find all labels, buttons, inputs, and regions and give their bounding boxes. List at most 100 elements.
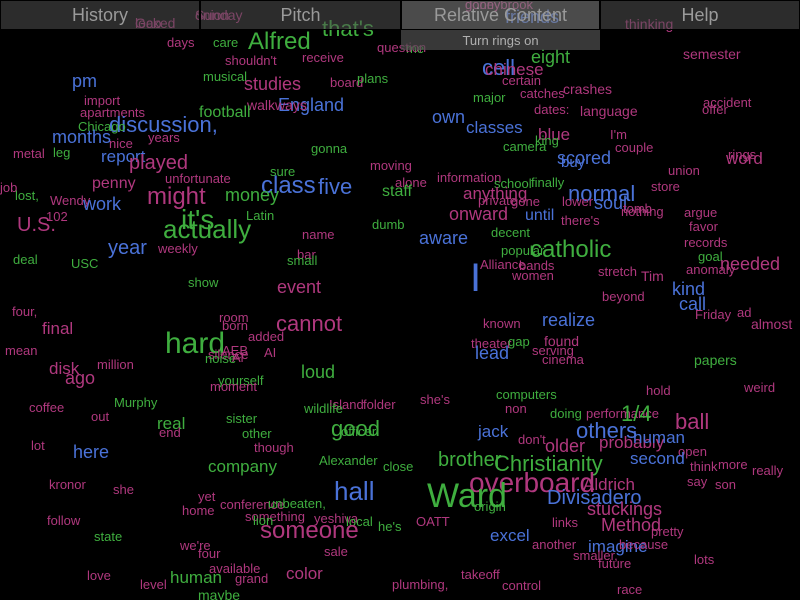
cloud-word[interactable]: almost bbox=[751, 316, 793, 332]
cloud-word[interactable]: found bbox=[544, 333, 580, 349]
cloud-word[interactable]: follow bbox=[47, 513, 81, 528]
cloud-word[interactable]: cinema bbox=[542, 352, 584, 367]
cloud-word[interactable]: 1/4 bbox=[621, 401, 652, 426]
cloud-word[interactable]: she bbox=[113, 482, 134, 497]
cloud-word[interactable]: football bbox=[199, 104, 251, 121]
cloud-word[interactable]: yourself bbox=[218, 373, 264, 388]
cloud-word[interactable]: eight bbox=[531, 47, 571, 67]
cloud-word[interactable]: grand bbox=[235, 571, 269, 586]
cloud-word[interactable]: Friday bbox=[695, 307, 732, 322]
cloud-word[interactable]: classes bbox=[466, 118, 523, 137]
cloud-word[interactable]: Island bbox=[329, 397, 364, 412]
cloud-word[interactable]: argue bbox=[684, 205, 718, 220]
cloud-word[interactable]: kind bbox=[672, 279, 706, 299]
cloud-word[interactable]: jack bbox=[478, 422, 509, 441]
cloud-word[interactable]: silence bbox=[208, 347, 249, 362]
cloud-word[interactable]: favor bbox=[689, 219, 718, 234]
cloud-word[interactable]: England bbox=[278, 95, 345, 115]
cloud-word[interactable]: real bbox=[157, 414, 186, 433]
cloud-word[interactable]: end bbox=[159, 425, 181, 440]
cloud-word[interactable]: bands bbox=[519, 258, 555, 273]
cloud-word[interactable]: noise bbox=[205, 351, 237, 366]
cloud-word[interactable]: finally bbox=[531, 175, 565, 190]
cloud-word[interactable]: discussion, bbox=[109, 112, 218, 137]
cloud-word[interactable]: call bbox=[679, 294, 707, 314]
cloud-word[interactable]: until bbox=[525, 207, 555, 224]
cloud-word[interactable]: Method bbox=[601, 515, 662, 535]
cloud-word[interactable]: lower bbox=[562, 194, 594, 209]
cloud-word[interactable]: coffee bbox=[29, 400, 65, 415]
cloud-word[interactable]: born bbox=[222, 318, 249, 333]
cloud-word[interactable]: year bbox=[108, 237, 147, 259]
cloud-word[interactable]: four bbox=[198, 546, 221, 561]
cloud-word[interactable]: added bbox=[248, 329, 285, 344]
cloud-word[interactable]: AI bbox=[264, 345, 277, 360]
cloud-word[interactable]: leg bbox=[53, 145, 71, 160]
cloud-word[interactable]: really bbox=[752, 463, 784, 478]
cloud-word[interactable]: board bbox=[330, 75, 364, 90]
cloud-word[interactable]: word bbox=[726, 149, 763, 168]
cloud-word[interactable]: name bbox=[302, 227, 335, 242]
cloud-word[interactable]: here bbox=[73, 442, 110, 462]
cloud-word[interactable]: import bbox=[84, 93, 121, 108]
cloud-word[interactable]: beyond bbox=[602, 289, 645, 304]
center-word[interactable]: I bbox=[470, 256, 482, 300]
cloud-word[interactable]: serving bbox=[532, 343, 574, 358]
cloud-word[interactable]: open bbox=[678, 444, 707, 459]
relative-content-button[interactable]: Relative Content bbox=[401, 0, 600, 30]
cloud-word[interactable]: non bbox=[505, 401, 527, 416]
cloud-word[interactable]: Aldrich bbox=[583, 475, 635, 494]
cloud-word[interactable]: AEB bbox=[222, 343, 249, 358]
cloud-word[interactable]: smaller, bbox=[573, 548, 618, 563]
cloud-word[interactable]: hold bbox=[646, 383, 671, 398]
cloud-word[interactable]: officer bbox=[341, 424, 377, 439]
cloud-word[interactable]: Tim bbox=[641, 268, 664, 284]
cloud-word[interactable]: decent bbox=[491, 225, 531, 240]
cloud-word[interactable]: USC bbox=[71, 256, 99, 271]
cloud-word[interactable]: he's bbox=[378, 519, 402, 534]
cloud-word[interactable]: scored bbox=[557, 148, 612, 168]
cloud-word[interactable]: four, bbox=[12, 304, 38, 319]
cloud-word[interactable]: ad bbox=[737, 305, 752, 320]
cloud-word[interactable]: catholic bbox=[530, 236, 612, 263]
cloud-word[interactable]: home bbox=[182, 503, 215, 518]
cloud-word[interactable]: private bbox=[478, 193, 518, 208]
cloud-word[interactable]: soul bbox=[594, 193, 628, 213]
cloud-word[interactable]: couple bbox=[615, 140, 654, 155]
cloud-word[interactable]: certain bbox=[502, 73, 542, 88]
cloud-word[interactable]: might bbox=[147, 183, 206, 210]
cloud-word[interactable]: maybe bbox=[198, 587, 241, 600]
cloud-word[interactable]: musical bbox=[203, 69, 248, 84]
cloud-word[interactable]: stretch bbox=[598, 264, 638, 279]
cloud-word[interactable]: money bbox=[225, 185, 280, 205]
cloud-word[interactable]: theater bbox=[471, 336, 512, 351]
cloud-word[interactable]: played bbox=[129, 152, 188, 174]
cloud-word[interactable]: state bbox=[94, 529, 123, 544]
cloud-word[interactable]: hall bbox=[334, 476, 375, 506]
cloud-word[interactable]: Murphy bbox=[114, 395, 158, 410]
cloud-word[interactable]: five bbox=[318, 174, 353, 199]
cloud-word[interactable]: popular bbox=[501, 243, 545, 258]
cloud-word[interactable]: origin bbox=[474, 499, 506, 514]
cloud-word[interactable]: nothing bbox=[621, 204, 664, 219]
cloud-word[interactable]: future bbox=[598, 556, 632, 571]
cloud-word[interactable]: imagine bbox=[588, 537, 648, 556]
cloud-word[interactable]: wildlife bbox=[304, 401, 344, 416]
cloud-word[interactable]: lead bbox=[475, 343, 510, 363]
turn-rings-on-tooltip[interactable]: Turn rings on bbox=[401, 30, 600, 50]
cloud-word[interactable]: major bbox=[473, 90, 506, 105]
cloud-word[interactable]: there's bbox=[561, 213, 600, 228]
cloud-word[interactable]: cell bbox=[482, 55, 516, 80]
cloud-word[interactable]: nice bbox=[109, 136, 133, 151]
cloud-word[interactable]: pm bbox=[72, 71, 98, 91]
cloud-word[interactable]: rings bbox=[728, 147, 757, 162]
cloud-word[interactable]: excel bbox=[490, 526, 530, 545]
cloud-word[interactable]: store bbox=[651, 179, 680, 194]
cloud-word[interactable]: staff bbox=[382, 183, 412, 200]
cloud-word[interactable]: available bbox=[209, 561, 261, 576]
cloud-word[interactable]: ago bbox=[65, 368, 96, 388]
cloud-word[interactable]: folder bbox=[363, 397, 396, 412]
cloud-word[interactable]: papers bbox=[694, 352, 737, 368]
cloud-word[interactable]: hard bbox=[165, 327, 226, 360]
cloud-word[interactable]: performance bbox=[586, 406, 659, 421]
